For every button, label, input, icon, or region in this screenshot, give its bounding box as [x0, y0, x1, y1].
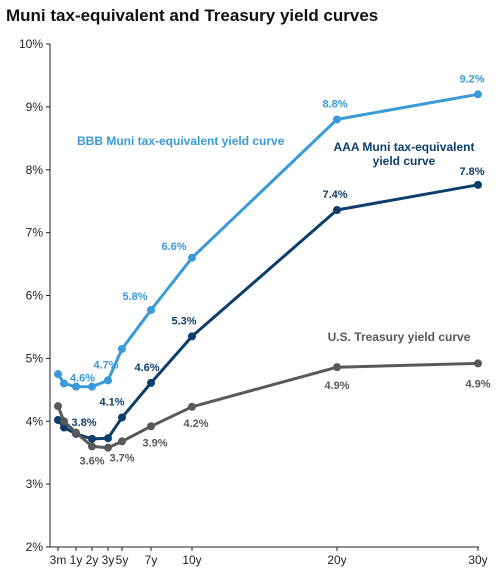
data-label: 4.6%: [134, 362, 159, 374]
data-point: [72, 382, 80, 391]
data-label: 5.3%: [171, 315, 196, 327]
y-tick-label: 7%: [26, 226, 44, 240]
data-point: [88, 382, 96, 391]
data-point: [60, 417, 68, 426]
data-point: [188, 332, 196, 341]
data-point: [72, 428, 80, 437]
x-tick-label: 2y: [86, 553, 99, 567]
data-point: [54, 370, 62, 379]
data-label: 3.7%: [109, 452, 134, 464]
data-label: 3.6%: [79, 455, 104, 467]
data-point: [60, 423, 68, 432]
y-tick-label: 4%: [26, 414, 44, 428]
x-tick-label: 20y: [327, 553, 346, 567]
data-point: [333, 115, 341, 124]
data-point: [333, 363, 341, 372]
series-line: [56, 361, 480, 450]
data-point: [88, 442, 96, 451]
series-labels: BBB Muni tax-equivalent yield curve AAA M…: [77, 134, 474, 344]
data-point: [54, 415, 62, 424]
data-point: [118, 344, 126, 353]
data-labels: 4.6% 4.7% 5.8% 6.6% 8.8% 9.2% 3.8%4.1% 4.6% 5.3%…: [70, 73, 491, 467]
x-tick-label: 5y: [116, 553, 129, 567]
series-name-label: BBB Muni tax-equivalent yield curve: [77, 134, 285, 148]
data-label: 8.8%: [322, 98, 347, 110]
data-point: [188, 402, 196, 411]
series-line: [56, 183, 480, 441]
data-label: 4.1%: [99, 396, 124, 408]
data-point: [88, 434, 96, 443]
data-point: [188, 253, 196, 262]
data-label: 4.6%: [70, 373, 95, 385]
data-point: [54, 402, 62, 411]
x-tick-label: 30y: [468, 553, 487, 567]
x-tick-label: 7y: [145, 553, 158, 567]
chart-title: Muni tax-equivalent and Treasury yield c…: [6, 6, 379, 25]
data-point: [60, 379, 68, 388]
series-line: [56, 92, 480, 389]
bbb-muni-series: [54, 90, 482, 391]
data-point: [118, 437, 126, 446]
series-name-label: AAA Muni tax-equivalent: [334, 140, 475, 154]
x-tick-label: 3m: [50, 553, 67, 567]
data-label: 5.8%: [122, 291, 147, 303]
y-tick-label: 5%: [26, 351, 44, 365]
data-label: 6.6%: [161, 241, 186, 253]
data-point: [118, 413, 126, 422]
data-label: 4.9%: [465, 378, 490, 390]
treasury-series: [54, 359, 482, 452]
data-label: 7.4%: [322, 189, 347, 201]
x-tick-label: 10y: [182, 553, 201, 567]
data-point: [474, 359, 482, 368]
x-tick-label: 1y: [70, 553, 83, 567]
data-label: 7.8%: [459, 166, 484, 178]
data-point: [147, 378, 155, 387]
data-point: [474, 90, 482, 99]
data-label: 4.9%: [324, 380, 349, 392]
data-point: [474, 180, 482, 189]
data-label: 4.2%: [183, 418, 208, 430]
data-label: 3.9%: [142, 437, 167, 449]
data-point: [333, 205, 341, 214]
y-tick-label: 2%: [26, 540, 44, 554]
series-group: [54, 90, 482, 452]
y-tick-label: 6%: [26, 289, 44, 303]
y-tick-label: 3%: [26, 477, 44, 491]
data-point: [104, 376, 112, 385]
y-tick-label: 9%: [26, 100, 44, 114]
y-tick-label: 8%: [26, 163, 44, 177]
series-name-label: U.S. Treasury yield curve: [328, 330, 471, 344]
axes: 2% 3% 4% 5% 6% 7% 8% 9% 10% 3m 1y 2y 3y 5y 7y 10y 20y 30y: [19, 37, 488, 567]
data-point: [147, 305, 155, 314]
data-point: [147, 422, 155, 431]
data-point: [104, 434, 112, 443]
data-point: [104, 443, 112, 452]
y-tick-label: 10%: [19, 37, 43, 51]
x-tick-label: 3y: [102, 553, 115, 567]
series-name-label: yield curve: [373, 154, 436, 168]
data-label: 3.8%: [71, 417, 96, 429]
data-label: 4.7%: [93, 359, 118, 371]
data-label: 9.2%: [459, 73, 484, 85]
